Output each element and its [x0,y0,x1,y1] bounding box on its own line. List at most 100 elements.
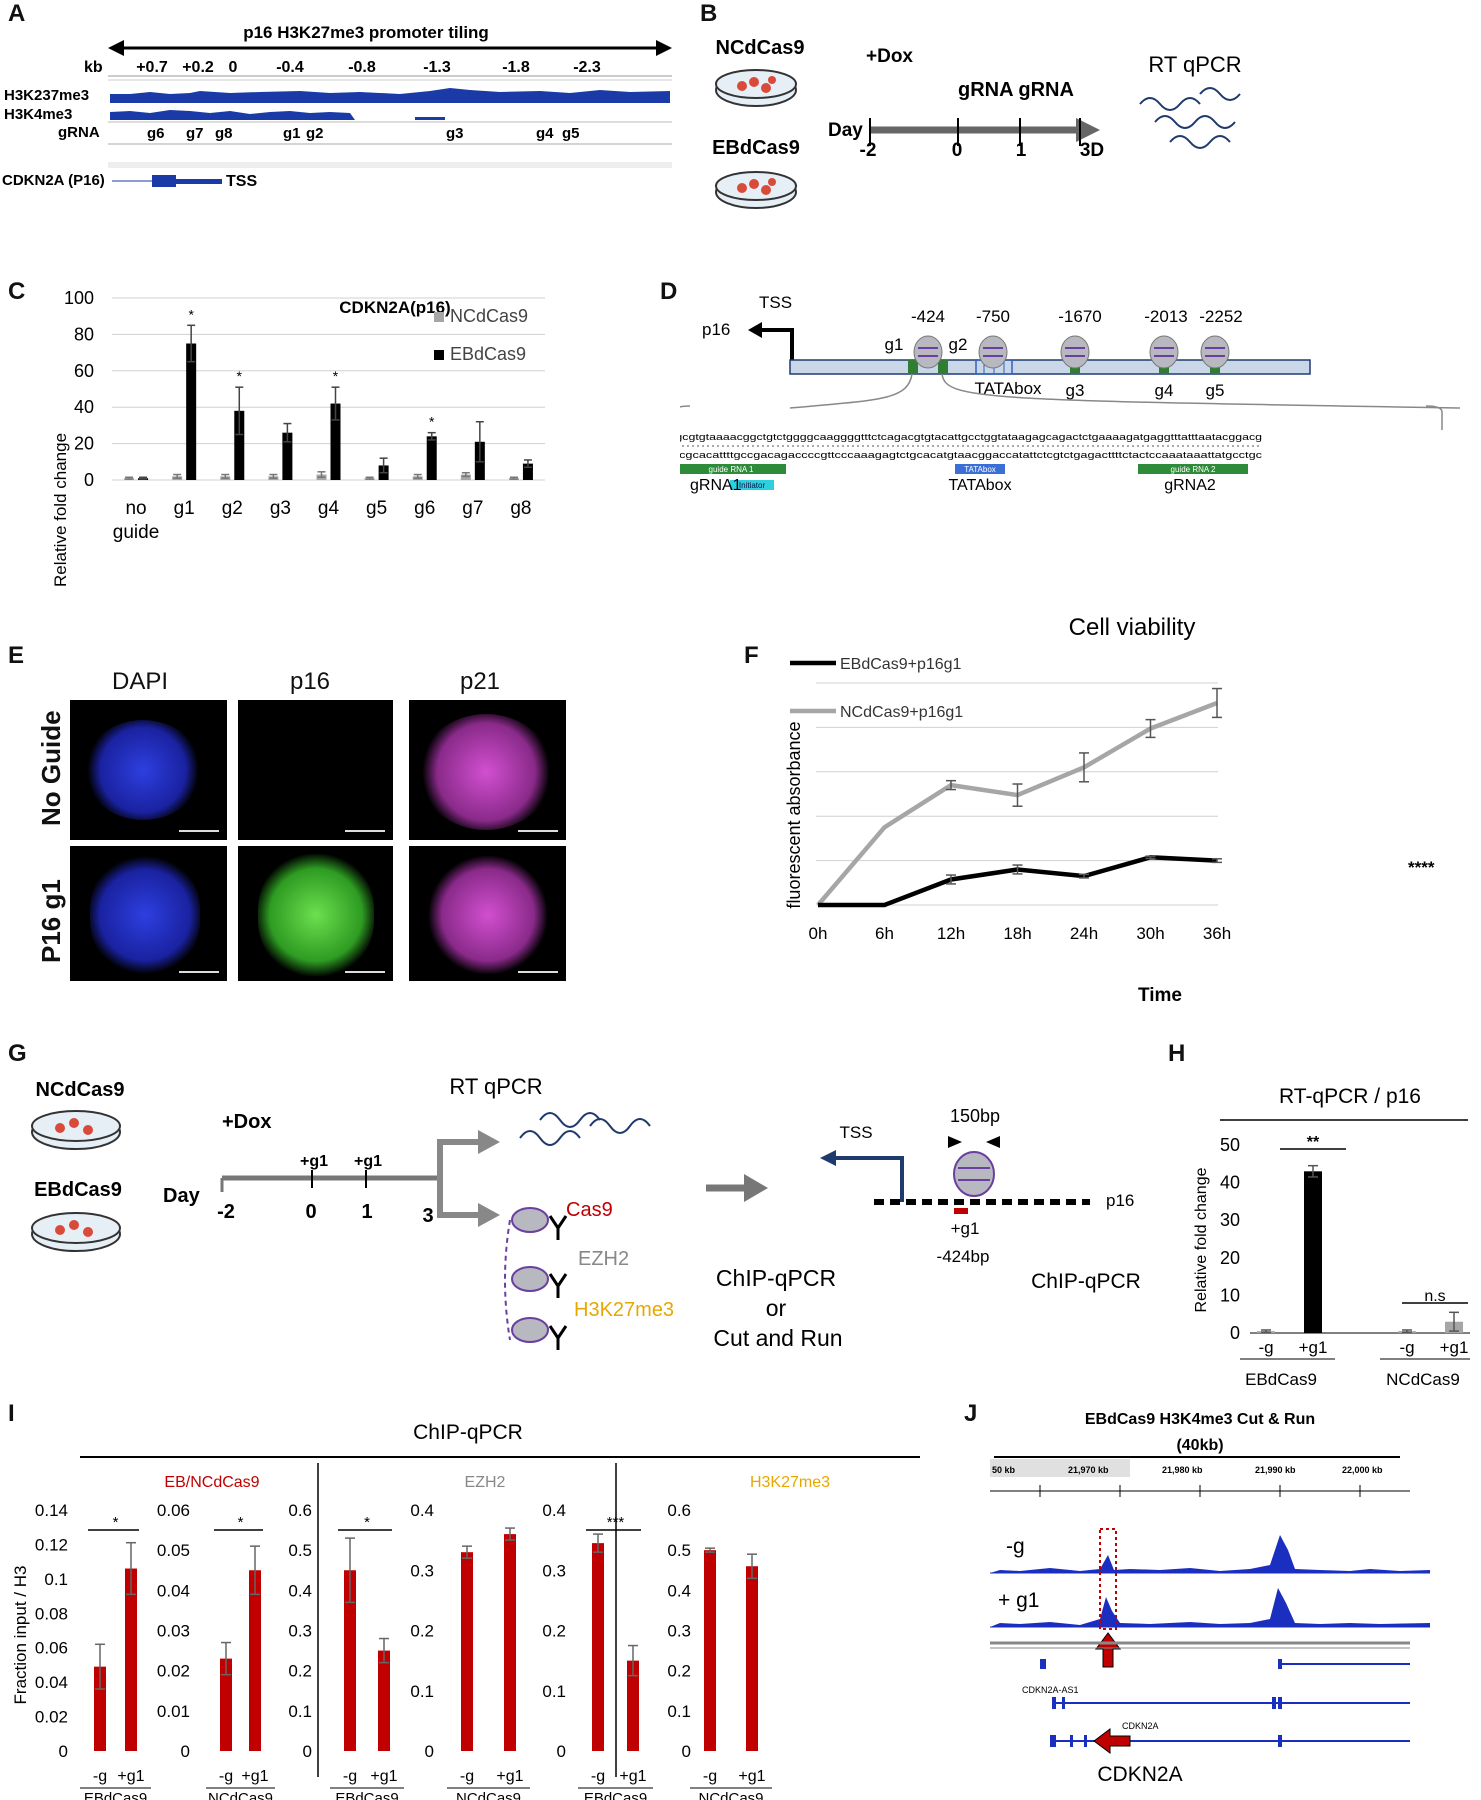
y-tick-label: 0.2 [410,1622,434,1641]
d-promoter-bar [789,359,1311,375]
x-tick-label: -g [93,1768,107,1785]
e-col-dapi: DAPI [111,668,168,695]
y-tick-label: 10 [1220,1285,1240,1305]
g-method-cutrun: Cut and Run [713,1325,842,1351]
j-arrow-up-icon [1095,1632,1121,1668]
panel-a-title: p16 H3K27me3 promoter tiling [243,23,489,42]
chart-i-target-h3k27me3: H3K27me3 [750,1474,830,1491]
d-tss-label: TSS [759,293,792,312]
kb-tick: +0.7 [136,59,168,76]
bar-ebdcas9-3 [282,432,293,480]
y-tick-label: 0.4 [667,1581,691,1600]
d-feature-guide1 [680,464,786,474]
x-tick-label: +g1 [241,1768,268,1785]
d-pos-424: -424 [911,307,945,326]
y-tick-label: 0.2 [667,1662,691,1681]
d-pos-2252: -2252 [1199,307,1242,326]
legend-label: EBdCas9+p16g1 [840,656,962,673]
x-tick-label: +g1 [370,1768,397,1785]
g-mark-cas9: Cas9 [566,1199,613,1221]
y-tick-label: 0.03 [157,1622,190,1641]
x-tick-label: +g1 [619,1768,646,1785]
e-row-p16-g1: P16 g1 [36,879,66,963]
g-readout-label: RT qPCR [449,1074,542,1099]
kb-tick: -1.3 [423,59,451,76]
significance-marker: * [188,306,194,322]
j-coord: 21,970 kb [1068,1465,1109,1475]
chart-h-ylabel: Relative fold change [1193,1167,1210,1312]
panel-label-e: E [8,642,25,669]
kb-tick: -2.3 [573,59,601,76]
h3k4me3-peak [415,117,445,120]
kb-tick: -1.8 [502,59,530,76]
d-feature-guide2-label: guide RNA 2 [1171,465,1216,474]
d-guide-g2: g2 [949,335,968,354]
x-tick-label: +g1 [117,1768,144,1785]
y-tick-label: 0.6 [667,1501,691,1520]
rna-wave-icon [1139,87,1241,149]
chart-f-title: Cell viability [1069,614,1196,641]
g-chip-label: ChIP-qPCR [1031,1270,1141,1293]
chart-f-significance: **** [1408,858,1435,877]
y-tick-label: 0.6 [288,1501,312,1520]
petri-dish-icon [31,1110,121,1150]
petri-dish-icon [715,171,797,209]
x-tick-label: -g [703,1768,717,1785]
d-feature-tata [955,464,1005,474]
bar-ebdcas9-4 [330,403,341,480]
y-tick-label: 0.05 [157,1541,190,1560]
track-label-grna: gRNA [58,124,100,141]
bar-ncdcas9-7 [460,474,471,480]
y-tick-label: 0 [84,470,94,490]
panel-label-f: F [744,642,759,669]
j-ruler-shade [990,1459,1130,1477]
g-addition: +g1 [300,1153,328,1170]
chart-i-title: ChIP-qPCR [413,1421,523,1444]
g-day-tick: 3 [422,1205,433,1227]
x-tick-label: +g1 [1440,1338,1469,1357]
y-tick-label: 0 [557,1742,566,1761]
g-day-tick: 1 [361,1201,372,1223]
grna-labels: g6 g7 g8 g1 g2 g3 g4 g5 [147,125,580,142]
d-pos-1670: -1670 [1058,307,1101,326]
y-tick-label: 0.4 [542,1501,566,1520]
gene-exon [152,175,176,187]
panel-h-bar-chart: RT-qPCR / p16 Relative fold change 0 10 20… [1193,1085,1470,1389]
day-label: Day [828,120,863,141]
kb-tick: 0 [229,59,238,76]
y-tick-label: 0.3 [288,1622,312,1641]
micrograph-p21-no-guide [409,700,566,840]
j-coord: 21,990 kb [1255,1465,1296,1475]
kb-tick: -0.8 [348,59,376,76]
g-day-label: Day [163,1185,201,1207]
bar-ebdcas9-1 [186,343,197,480]
g-g1-label: +g1 [951,1219,980,1238]
micrograph-p16-no-guide [238,700,393,840]
bar-1 [1304,1171,1322,1333]
chart-h-xlabels: -g +g1 -g +g1 [1240,1338,1470,1360]
x-tick-label: guide [113,522,160,543]
x-tick-label: g7 [462,498,483,519]
j-track-neg: -g [1006,1535,1025,1558]
group-label: EBdCas9 [584,1790,647,1800]
readout-label: RT qPCR [1148,52,1241,77]
grna-g6: g6 [147,125,165,142]
j-coords: 50 kb 21,970 kb 21,980 kb 21,990 kb 22,0… [992,1465,1383,1475]
x-tick-label: 24h [1070,924,1098,943]
chart-f-lines [816,687,1222,908]
chart-f-xlabel: Time [1138,985,1182,1006]
g-gene-label: p16 [1106,1191,1134,1210]
bar-ebdcas9-6 [426,436,437,480]
y-tick-label: 0.3 [667,1622,691,1641]
y-tick-label: 0 [425,1742,434,1761]
x-tick-label: 6h [875,924,894,943]
chart-h-yticks: 0 10 20 30 40 50 [1220,1135,1470,1343]
timeline-arrowhead [1076,118,1100,142]
petri-dish-icon [715,69,797,107]
panel-label-g: G [8,1040,27,1067]
x-tick-label: g3 [270,498,291,519]
x-tick-label: -g [460,1768,474,1785]
x-tick-label: -g [1399,1338,1414,1357]
d-gene-label: p16 [702,320,730,339]
y-tick-label: 0.3 [410,1561,434,1580]
